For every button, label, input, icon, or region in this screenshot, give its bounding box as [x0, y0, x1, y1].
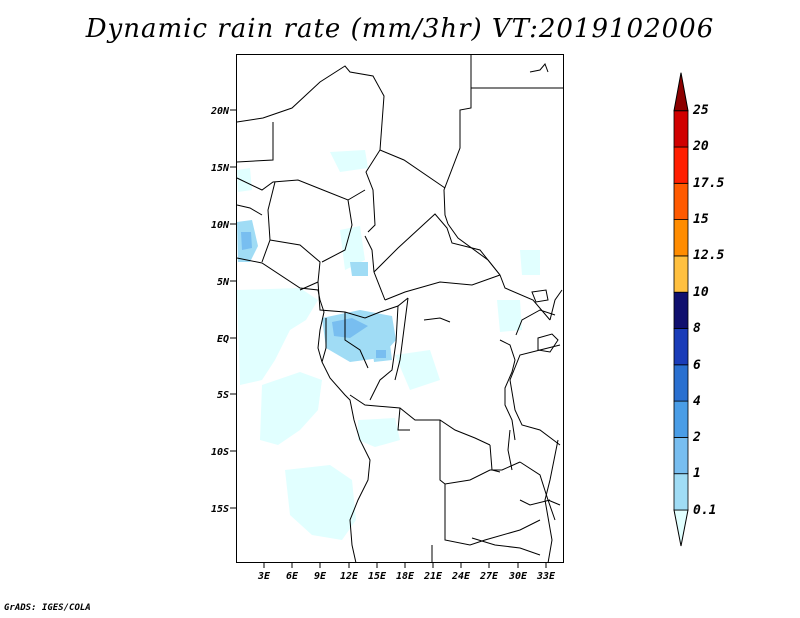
- lon-label: 21E: [423, 571, 443, 582]
- colorbar-label: 4: [693, 394, 701, 409]
- lat-label: 10S: [211, 447, 229, 458]
- colorbar-label: 0.1: [693, 503, 716, 518]
- colorbar-segment: [673, 182, 689, 221]
- colorbar-segment: [673, 364, 689, 402]
- colorbar-arrow-bottom: [673, 509, 689, 547]
- colorbar-label: 8: [693, 321, 701, 336]
- colorbar-segment: [673, 219, 689, 257]
- colorbar: [673, 72, 689, 547]
- map-frame: [236, 54, 564, 563]
- colorbar-segment: [673, 436, 689, 475]
- colorbar-label: 15: [693, 212, 709, 227]
- lon-label: 6E: [286, 571, 299, 582]
- lon-axis: [263, 563, 547, 568]
- lat-axis: [230, 109, 236, 509]
- grads-credit: GrADS: IGES/COLA: [4, 603, 91, 613]
- lat-label: 5N: [217, 277, 230, 288]
- colorbar-label: 10: [693, 285, 709, 300]
- colorbar-label: 2: [692, 430, 701, 445]
- colorbar-segment: [673, 255, 689, 293]
- colorbar-segment: [673, 110, 689, 148]
- lon-label: 15E: [368, 571, 387, 582]
- colorbar-segment: [673, 146, 689, 184]
- colorbar-label: 17.5: [693, 176, 724, 191]
- map-title: Dynamic rain rate (mm/3hr) VT:2019102006: [85, 14, 715, 44]
- colorbar-label: 25: [692, 103, 709, 118]
- colorbar-segment: [673, 473, 689, 511]
- lat-label: 15S: [211, 504, 229, 515]
- lon-label: 3E: [257, 571, 271, 582]
- lat-label: 20N: [210, 106, 230, 117]
- lon-label: 24E: [451, 571, 471, 582]
- lat-label: EQ: [217, 334, 229, 345]
- lon-label: 12E: [340, 571, 359, 582]
- lon-label: 18E: [396, 571, 415, 582]
- colorbar-label: 12.5: [693, 248, 724, 263]
- colorbar-segment: [673, 291, 689, 329]
- lon-label: 30E: [508, 571, 528, 582]
- colorbar-label: 20: [692, 139, 709, 154]
- country-borders: [236, 55, 563, 564]
- rain-shading-light: [237, 150, 540, 540]
- lon-label: 9E: [314, 571, 327, 582]
- lat-label: 5S: [217, 390, 229, 401]
- lat-label: 10N: [211, 220, 230, 231]
- colorbar-label: 6: [693, 358, 701, 373]
- lon-label: 33E: [536, 571, 556, 582]
- coastline: [236, 63, 559, 564]
- colorbar-segment: [673, 400, 689, 438]
- lat-label: 15N: [211, 163, 230, 174]
- colorbar-label: 1: [693, 466, 701, 481]
- colorbar-segment: [673, 328, 689, 366]
- colorbar-arrow-top: [673, 72, 689, 112]
- lon-label: 27E: [479, 571, 499, 582]
- rain-shading-dark: [241, 232, 386, 358]
